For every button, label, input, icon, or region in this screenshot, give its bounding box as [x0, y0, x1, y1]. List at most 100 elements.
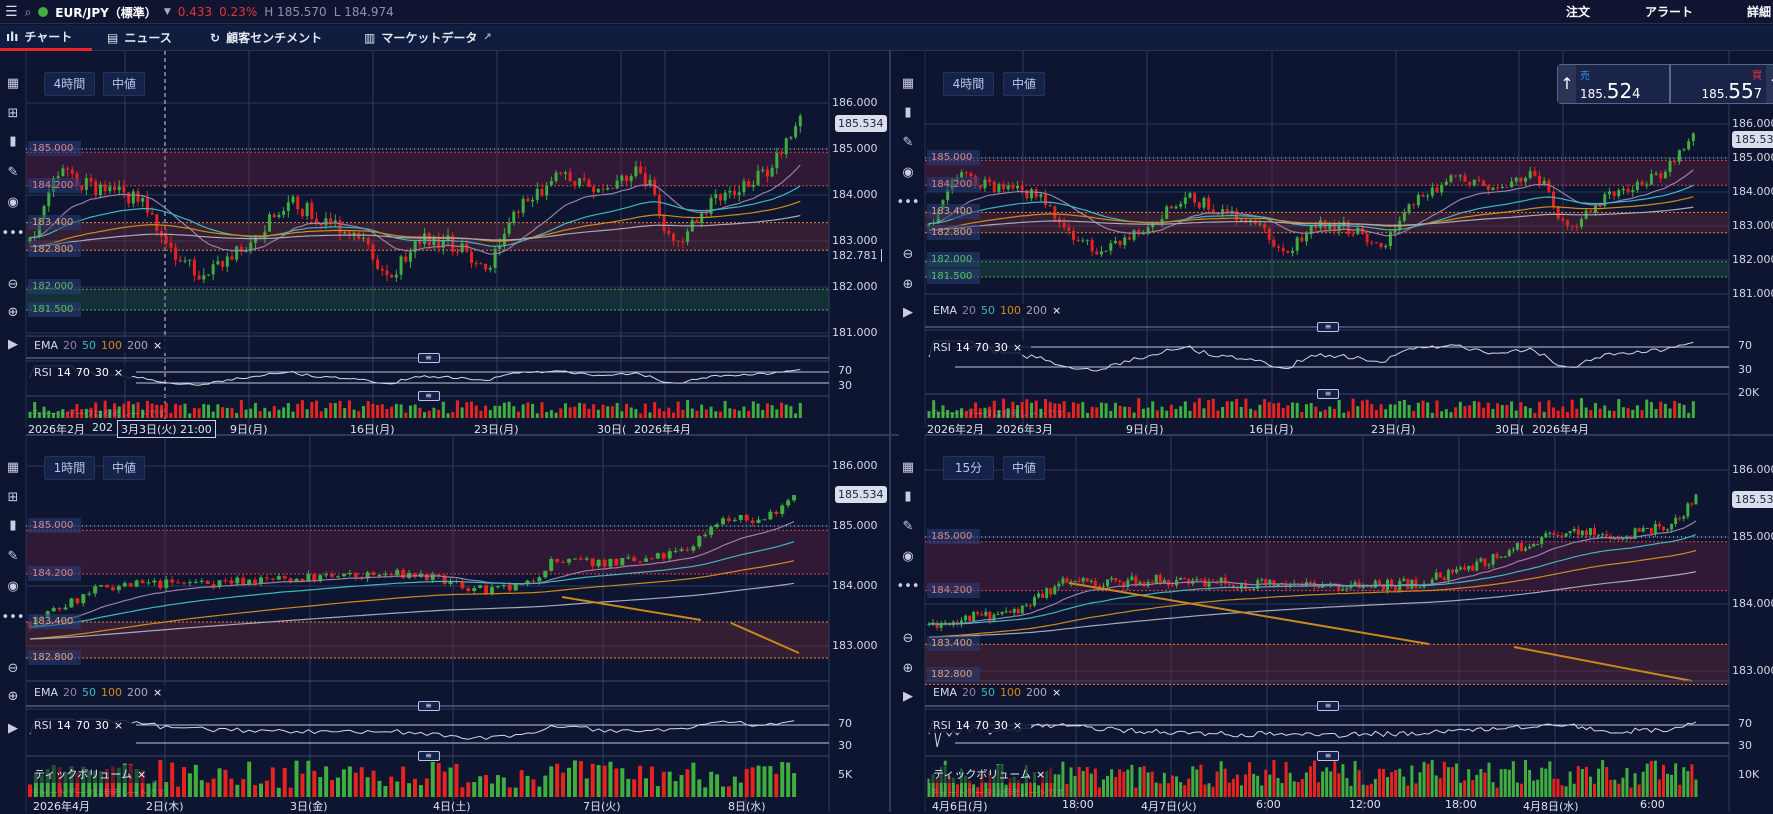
volume-bar — [765, 403, 769, 418]
volume-bar — [1621, 407, 1625, 418]
candle — [202, 275, 206, 280]
volume-bar — [329, 402, 333, 418]
candle — [1305, 234, 1309, 242]
buy-button[interactable]: 買 185.557 — [1671, 65, 1766, 103]
volume-bar — [1576, 766, 1580, 797]
volume-bar — [1607, 410, 1611, 418]
candle — [531, 580, 536, 582]
symbol-selector[interactable]: EUR/JPY（標準） — [55, 5, 157, 20]
tab-news[interactable]: ▤ ニュース — [107, 25, 172, 51]
panel-toolbar — [0, 51, 26, 435]
volume-bar — [276, 787, 281, 797]
tab-chart[interactable]: ılı チャート — [0, 25, 92, 51]
volume-bar — [1524, 760, 1528, 797]
volume-bar — [389, 776, 394, 797]
volume-bar — [697, 779, 702, 797]
candle — [1008, 611, 1012, 613]
volume-bar — [263, 407, 267, 418]
volume-bar — [1203, 784, 1207, 797]
candle — [567, 559, 571, 563]
candle — [371, 572, 376, 575]
details-button[interactable]: 詳細 — [1747, 5, 1772, 19]
tab-bar: ılı チャート ▤ ニュース ↻ 顧客センチメント ▥ マーケットデータ ↗ — [0, 25, 1773, 51]
order-button[interactable]: 注文 — [1566, 5, 1591, 19]
candle — [263, 231, 267, 238]
volume-bar — [521, 404, 525, 418]
candle — [1006, 185, 1010, 190]
volume-bar — [1004, 784, 1008, 797]
candle — [268, 214, 272, 232]
volume-bar — [108, 409, 112, 418]
candle — [1099, 251, 1103, 255]
panel-toolbar — [0, 435, 26, 812]
volume-bar — [1459, 782, 1463, 797]
candle — [578, 178, 582, 187]
candle — [1365, 233, 1369, 243]
volume-bar — [1268, 774, 1272, 797]
hamburger-icon[interactable]: ☰ — [5, 4, 18, 20]
candle — [1113, 240, 1117, 244]
candle — [780, 505, 785, 514]
candle — [1132, 230, 1136, 240]
volume-bar — [1426, 763, 1430, 797]
volume-bar — [931, 774, 935, 797]
volume-bar — [1572, 783, 1576, 797]
volume-bar — [657, 408, 661, 418]
candle — [786, 500, 791, 506]
volume-bar — [1552, 407, 1556, 418]
volume-bar — [1127, 406, 1131, 418]
candle — [638, 561, 643, 563]
volume-bar — [1207, 783, 1211, 797]
volume-bar — [1398, 401, 1402, 418]
candle — [1435, 187, 1439, 193]
volume-bar — [352, 409, 356, 418]
candle — [1215, 582, 1219, 584]
tab-market-data[interactable]: ▥ マーケットデータ ↗ — [364, 25, 492, 51]
refresh-circle-icon: ↻ — [210, 31, 221, 45]
candle — [737, 192, 741, 195]
candle — [1640, 181, 1644, 186]
volume-bar — [1337, 399, 1341, 418]
volume-bar — [1505, 404, 1509, 418]
candle — [217, 580, 222, 587]
candle — [1649, 174, 1653, 185]
alert-button[interactable]: アラート — [1645, 5, 1694, 19]
volume-bar — [1295, 402, 1299, 418]
candle — [1524, 548, 1528, 551]
candle — [1268, 580, 1272, 585]
volume-bar — [1062, 401, 1066, 418]
candle — [42, 206, 46, 219]
tab-sentiment[interactable]: ↻ 顧客センチメント — [210, 25, 322, 51]
volume-bar — [1393, 404, 1397, 418]
candle — [333, 220, 337, 223]
volume-bar — [1418, 772, 1422, 797]
candle — [244, 251, 248, 253]
candle — [519, 584, 524, 586]
volume-bar — [347, 766, 352, 797]
volume-bar — [606, 406, 610, 418]
candle — [721, 518, 725, 525]
candle — [596, 188, 600, 193]
candle — [474, 263, 478, 265]
sell-button[interactable]: 売 185.524 — [1576, 65, 1671, 103]
volume-bar — [549, 766, 554, 797]
candle — [661, 553, 666, 559]
volume-bar — [969, 408, 973, 418]
volume-bar — [399, 404, 403, 418]
volume-bar — [1101, 779, 1105, 797]
chevron-down-icon[interactable]: ▼ — [163, 7, 171, 17]
volume-bar — [980, 772, 984, 797]
search-icon[interactable]: ⌕ — [24, 4, 32, 19]
candle — [1621, 188, 1625, 191]
volume-bar — [601, 404, 605, 418]
volume-bar — [169, 412, 173, 418]
market-status-dot — [38, 7, 49, 17]
volume-bar — [423, 412, 427, 418]
candle — [1137, 230, 1141, 234]
volume-bar — [235, 413, 239, 418]
candle — [1011, 185, 1015, 189]
volume-bar — [241, 779, 246, 797]
resistance-zone — [26, 152, 829, 186]
candle — [602, 559, 607, 567]
